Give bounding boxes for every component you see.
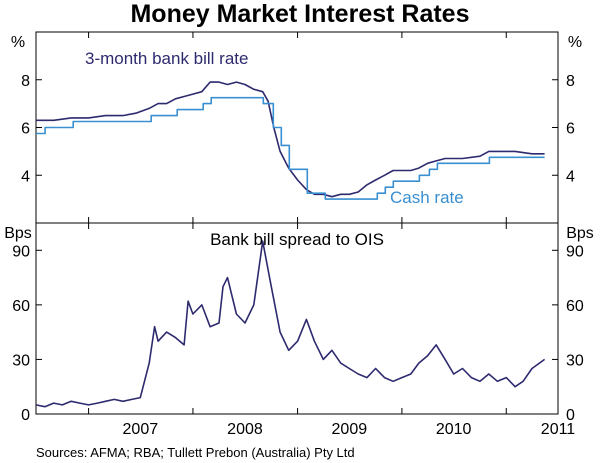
y-tick-label-left: 4 [21,168,30,185]
source-note: Sources: AFMA; RBA; Tullett Prebon (Aust… [36,445,355,460]
y-tick-label-left: 30 [12,352,30,369]
y-tick-label-right: 60 [566,298,584,315]
cash-rate-label: Cash rate [390,188,464,207]
bottom-unit-right: Bps [566,225,594,242]
y-tick-label-left: 60 [12,298,30,315]
x-tick-label: 2007 [123,421,159,438]
y-tick-label-right: 90 [566,243,584,260]
y-tick-label-right: 8 [566,73,575,90]
chart-title: Money Market Interest Rates [130,0,469,28]
bottom-unit-left: Bps [4,225,32,242]
y-tick-label-left: 6 [21,121,30,138]
x-tick-label: 2009 [332,421,368,438]
y-tick-label-left: 0 [21,407,30,424]
series-line [35,240,546,408]
y-tick-label-right: 6 [566,121,575,138]
bill-rate-label: 3-month bank bill rate [85,49,248,68]
y-tick-label-left: 90 [12,243,30,260]
y-tick-label-left: 8 [21,73,30,90]
bottom-panel-title: Bank bill spread to OIS [210,230,384,249]
top-unit-left: % [11,34,25,51]
y-tick-label-right: 30 [566,352,584,369]
y-tick-label-right: 0 [566,407,575,424]
y-tick-label-right: 4 [566,168,575,185]
series-line [36,96,545,200]
top-unit-right: % [568,34,582,51]
x-tick-label: 2011 [541,421,576,438]
x-tick-label: 2010 [436,421,472,438]
series-line [36,81,545,198]
x-tick-label: 2008 [227,421,263,438]
